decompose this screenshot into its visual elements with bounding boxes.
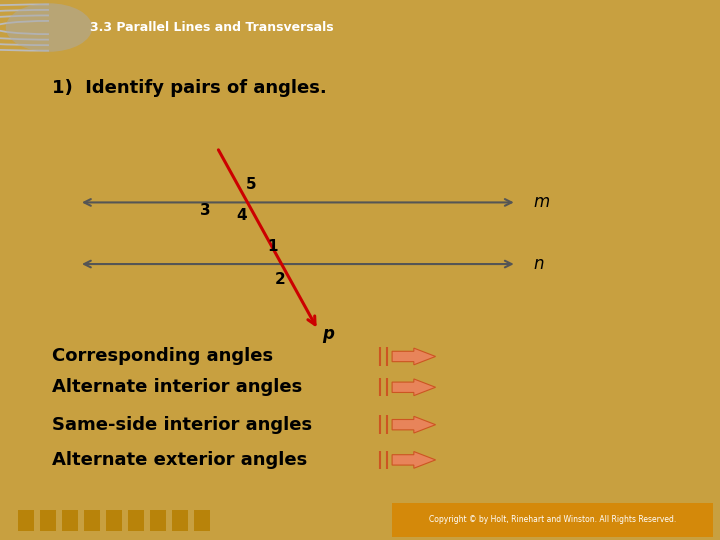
Bar [150, 510, 166, 531]
FancyArrow shape [392, 379, 436, 396]
Text: Corresponding angles: Corresponding angles [52, 347, 274, 366]
Text: 3.3 Parallel Lines and Transversals: 3.3 Parallel Lines and Transversals [90, 21, 333, 34]
Text: Copyright © by Holt, Rinehart and Winston. All Rights Reserved.: Copyright © by Holt, Rinehart and Winsto… [429, 515, 677, 524]
Ellipse shape [6, 3, 92, 52]
Text: 5: 5 [246, 177, 256, 192]
Text: p: p [323, 326, 334, 343]
Bar [194, 510, 210, 531]
Bar [128, 510, 144, 531]
Bar [40, 510, 56, 531]
Text: Alternate exterior angles: Alternate exterior angles [52, 451, 307, 469]
Bar [392, 503, 713, 537]
Text: $n$: $n$ [534, 255, 545, 273]
Text: 2: 2 [274, 272, 285, 287]
Bar [172, 510, 188, 531]
Text: 4: 4 [237, 208, 247, 223]
Bar [84, 510, 100, 531]
Text: Alternate interior angles: Alternate interior angles [52, 379, 302, 396]
Text: 3: 3 [199, 203, 210, 218]
Bar [107, 510, 122, 531]
FancyArrow shape [392, 348, 436, 365]
Text: 1: 1 [268, 239, 278, 254]
Text: Same-side interior angles: Same-side interior angles [52, 416, 312, 434]
Text: $m$: $m$ [534, 193, 551, 212]
Text: 1)  Identify pairs of angles.: 1) Identify pairs of angles. [52, 79, 327, 97]
Bar [18, 510, 34, 531]
Bar [62, 510, 78, 531]
FancyArrow shape [392, 416, 436, 433]
FancyArrow shape [392, 451, 436, 468]
